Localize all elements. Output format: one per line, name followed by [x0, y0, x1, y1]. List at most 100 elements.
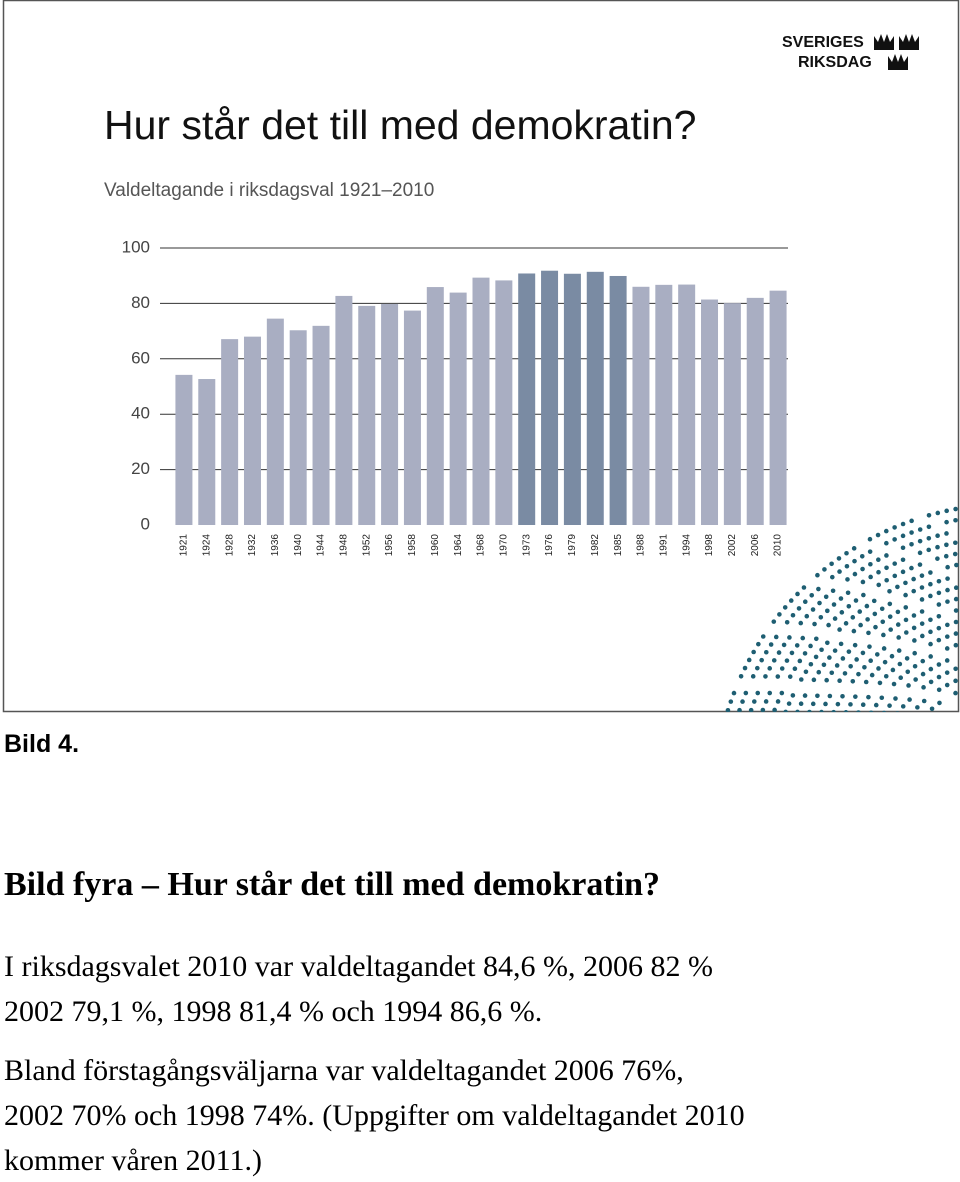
decoration-dot [928, 654, 933, 659]
decoration-dot [897, 661, 903, 667]
decoration-dot [953, 585, 959, 591]
decoration-dot [800, 635, 806, 641]
decoration-dot [821, 662, 827, 668]
x-tick-label: 1936 [270, 534, 281, 557]
decoration-dot [857, 609, 863, 614]
decoration-dot [827, 693, 833, 699]
decoration-dot [752, 699, 757, 704]
decoration-dot [787, 674, 793, 679]
decoration-dot [814, 636, 819, 642]
text-line: 2002 70% och 1998 74%. (Uppgifter om val… [4, 1099, 745, 1132]
decoration-dot [755, 690, 761, 696]
decoration-dot [834, 663, 840, 668]
decoration-dot [743, 690, 749, 696]
decoration-dot [903, 630, 909, 635]
decoration-dot [831, 709, 836, 712]
decoration-dot [935, 510, 941, 516]
decoration-dot [755, 665, 760, 671]
decoration-dot [945, 564, 950, 570]
decoration-dot [798, 701, 804, 707]
decoration-dot [823, 594, 829, 600]
decoration-dot [903, 617, 909, 623]
decoration-dot [794, 643, 800, 648]
decoration-dot [844, 550, 849, 556]
decoration-dot [830, 588, 836, 594]
paragraph: Bland förstagångsväljarna var valdeltaga… [4, 1048, 745, 1182]
x-tick-label: 1940 [293, 534, 304, 557]
decoration-dot [797, 658, 803, 664]
decoration-dot [771, 619, 777, 624]
decoration-dot [903, 592, 908, 598]
bar [563, 273, 581, 525]
logo-text: SVERIGES [782, 34, 864, 51]
decoration-dot [873, 624, 878, 630]
x-tick-label: 1958 [407, 534, 418, 557]
decoration-dot [837, 678, 842, 683]
x-tick-label: 1988 [636, 534, 647, 557]
decoration-dot [843, 710, 849, 712]
decoration-dot [808, 643, 813, 649]
decoration-dot [900, 704, 906, 709]
decoration-dot [919, 609, 925, 614]
x-tick-label: 1973 [521, 534, 532, 557]
decoration-dot [779, 666, 785, 671]
decoration-dot [944, 519, 949, 525]
decoration-dot [848, 664, 853, 669]
y-tick-label: 60 [131, 348, 150, 367]
decoration-dot [771, 658, 777, 663]
decoration-dot [772, 707, 777, 712]
decoration-dot [877, 680, 883, 686]
decoration-dot [846, 649, 852, 654]
decoration-dot [909, 565, 914, 571]
decoration-dot [775, 699, 781, 704]
decoration-dot [843, 621, 849, 626]
decoration-dot [856, 671, 861, 677]
decoration-dot [883, 528, 889, 534]
decoration-dot [891, 681, 897, 687]
decoration-dot [852, 558, 857, 564]
decoration-dot [874, 652, 880, 657]
decoration-dot [936, 674, 942, 680]
decoration-dot [926, 547, 932, 553]
decoration-dot [926, 524, 932, 530]
decoration-dot [825, 608, 830, 614]
x-tick-label: 1991 [658, 534, 669, 557]
decoration-dot [819, 647, 824, 653]
text-line: I riksdagsvalet 2010 var valdeltagandet … [4, 950, 713, 983]
decoration-dot [900, 545, 906, 551]
decoration-dot [882, 659, 888, 665]
decoration-dot [763, 674, 768, 679]
bar [381, 303, 399, 525]
decoration-dot [920, 633, 925, 639]
x-tick-label: 2002 [727, 534, 738, 557]
decoration-dot [879, 606, 885, 612]
decoration-dot [810, 701, 816, 707]
decoration-dot [928, 666, 934, 672]
decoration-dot [945, 599, 950, 604]
y-tick-label: 100 [122, 237, 150, 256]
decoration-dot [884, 540, 889, 546]
x-tick-label: 1924 [201, 534, 212, 557]
x-tick-label: 1921 [179, 534, 190, 557]
decoration-dot [944, 531, 949, 536]
decoration-dot [929, 706, 935, 712]
decoration-dot [921, 685, 926, 690]
bar [541, 270, 559, 525]
decoration-dot [912, 638, 917, 643]
decoration-dot [838, 596, 844, 601]
decoration-dot [917, 538, 923, 544]
decoration-dot [866, 630, 871, 636]
decoration-dot [852, 571, 858, 577]
decoration-dot [928, 679, 934, 685]
decoration-dot [795, 591, 800, 597]
decoration-dot [818, 615, 824, 620]
logo-text: RIKSDAG [798, 54, 872, 71]
decoration-dot [767, 690, 773, 696]
decoration-dot [903, 580, 908, 586]
x-tick-label: 2010 [773, 534, 784, 557]
decoration-dot [895, 711, 900, 712]
decoration-dot [953, 596, 959, 602]
decoration-dot [836, 556, 842, 561]
paragraph: I riksdagsvalet 2010 var valdeltagandet … [4, 944, 713, 1034]
decoration-dot [808, 661, 814, 667]
